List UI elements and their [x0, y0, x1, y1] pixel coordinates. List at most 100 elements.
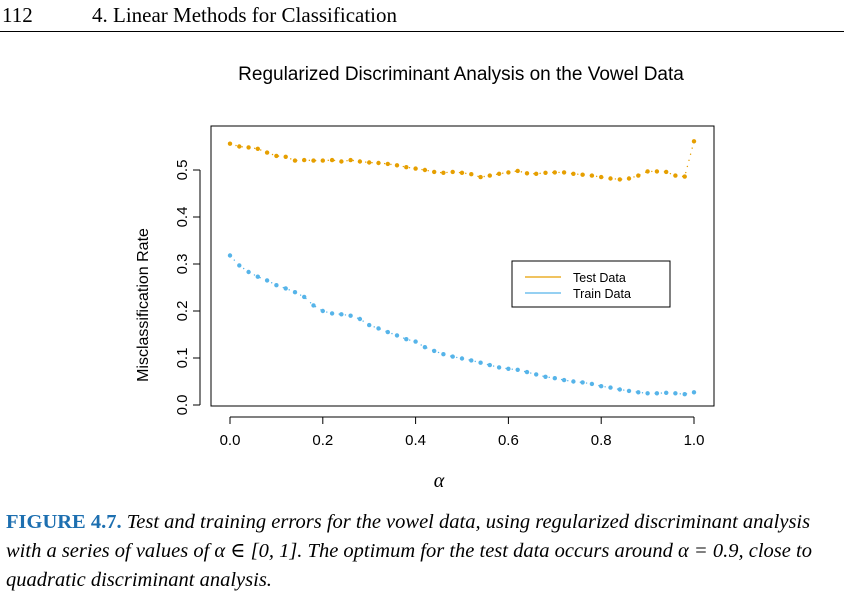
- data-point: [506, 366, 511, 371]
- data-point: [320, 158, 325, 163]
- x-tick-label: 0.0: [220, 432, 241, 449]
- data-point: [246, 145, 251, 150]
- data-point: [255, 274, 260, 279]
- y-tick-label: 0.3: [174, 254, 191, 275]
- data-point: [524, 171, 530, 176]
- header-rule: [0, 31, 844, 32]
- y-tick-label: 0.1: [174, 348, 191, 369]
- data-series: [227, 139, 697, 397]
- data-point: [357, 316, 363, 322]
- data-point: [264, 278, 270, 283]
- data-point: [506, 170, 511, 175]
- data-point: [617, 177, 622, 182]
- series-1: [227, 253, 697, 397]
- data-point: [329, 311, 335, 316]
- y-tick-label: 0.5: [174, 160, 191, 181]
- data-point: [571, 171, 576, 176]
- data-point: [413, 339, 418, 344]
- data-point: [404, 337, 409, 342]
- data-point: [264, 150, 270, 155]
- data-point: [283, 286, 288, 291]
- data-point: [682, 174, 687, 179]
- data-point: [450, 169, 455, 175]
- data-point: [227, 141, 233, 146]
- data-point: [441, 352, 446, 357]
- data-point: [357, 159, 363, 164]
- figure: Regularized Discriminant Analysis on the…: [0, 40, 844, 500]
- data-point: [478, 360, 483, 365]
- data-point: [636, 173, 641, 178]
- data-point: [227, 253, 233, 258]
- data-point: [376, 160, 381, 166]
- data-point: [534, 171, 539, 176]
- y-axis: 0.0 0.1 0.2 0.3 0.4 0.5: [174, 160, 201, 416]
- data-point: [599, 174, 604, 180]
- x-axis: 0.0 0.2 0.4 0.6 0.8 1.0: [220, 416, 704, 449]
- data-point: [515, 168, 520, 174]
- legend-train-label: Train Data: [573, 287, 631, 301]
- data-point: [459, 356, 465, 361]
- data-point: [450, 354, 455, 359]
- caption-text: Test and training errors for the vowel d…: [6, 511, 812, 591]
- data-point: [580, 380, 585, 385]
- data-point: [691, 390, 697, 395]
- data-point: [691, 139, 697, 144]
- data-point: [274, 153, 279, 159]
- data-point: [339, 159, 344, 164]
- data-point: [394, 333, 400, 338]
- data-point: [367, 160, 372, 165]
- data-point: [422, 167, 428, 173]
- data-point: [311, 158, 316, 163]
- data-point: [478, 174, 483, 180]
- data-point: [496, 365, 502, 370]
- data-point: [441, 170, 446, 175]
- data-point: [274, 283, 279, 288]
- data-point: [246, 269, 251, 275]
- figure-label: FIGURE 4.7.: [6, 511, 122, 533]
- data-point: [524, 369, 530, 375]
- plot-frame: [210, 125, 715, 407]
- x-tick-label: 0.2: [312, 432, 333, 449]
- data-point: [654, 391, 660, 396]
- data-point: [329, 157, 335, 163]
- data-point: [645, 391, 650, 396]
- data-point: [487, 362, 492, 368]
- data-point: [552, 376, 557, 381]
- x-axis-label: α: [434, 470, 445, 492]
- data-point: [348, 313, 353, 318]
- legend: Test Data Train Data: [511, 260, 671, 308]
- data-point: [292, 290, 298, 295]
- data-point: [459, 170, 465, 175]
- y-tick-label: 0.0: [174, 395, 191, 416]
- data-point: [626, 176, 632, 181]
- data-point: [311, 303, 316, 308]
- data-point: [617, 387, 622, 392]
- data-point: [422, 345, 428, 350]
- chart: Regularized Discriminant Analysis on the…: [135, 64, 715, 492]
- data-point: [302, 294, 307, 300]
- chart-title: Regularized Discriminant Analysis on the…: [238, 64, 684, 85]
- data-point: [543, 374, 548, 379]
- page-number: 112: [2, 3, 33, 27]
- data-point: [237, 263, 242, 268]
- data-point: [571, 379, 576, 384]
- x-tick-label: 0.6: [498, 432, 519, 449]
- y-tick-label: 0.2: [174, 301, 191, 322]
- data-point: [404, 165, 409, 170]
- data-point: [515, 367, 520, 372]
- data-point: [561, 170, 567, 175]
- data-point: [608, 176, 613, 181]
- data-point: [543, 170, 548, 175]
- data-point: [589, 173, 595, 178]
- data-point: [636, 390, 641, 395]
- data-point: [376, 326, 381, 331]
- data-point: [255, 146, 260, 151]
- data-point: [237, 144, 242, 149]
- data-point: [385, 329, 390, 335]
- data-point: [496, 171, 502, 176]
- data-point: [292, 158, 298, 163]
- data-point: [580, 172, 585, 177]
- data-point: [469, 172, 474, 177]
- x-tick-label: 0.8: [591, 432, 612, 449]
- data-point: [673, 391, 678, 396]
